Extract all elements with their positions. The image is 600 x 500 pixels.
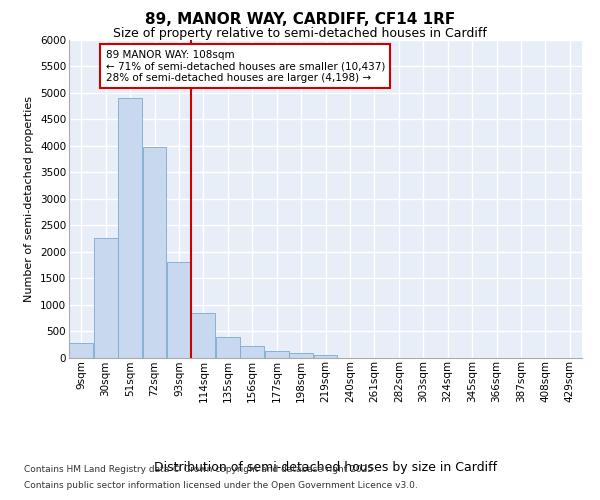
Bar xyxy=(167,262,191,358)
Text: 89, MANOR WAY, CARDIFF, CF14 1RF: 89, MANOR WAY, CARDIFF, CF14 1RF xyxy=(145,12,455,28)
Bar xyxy=(191,312,215,358)
Bar xyxy=(94,238,118,358)
Bar xyxy=(69,342,93,357)
Bar xyxy=(143,147,166,358)
Bar xyxy=(216,337,240,357)
Text: 89 MANOR WAY: 108sqm
← 71% of semi-detached houses are smaller (10,437)
28% of s: 89 MANOR WAY: 108sqm ← 71% of semi-detac… xyxy=(106,50,385,82)
Bar xyxy=(118,98,142,357)
Bar xyxy=(240,346,264,358)
Text: Contains HM Land Registry data © Crown copyright and database right 2025.: Contains HM Land Registry data © Crown c… xyxy=(24,466,376,474)
X-axis label: Distribution of semi-detached houses by size in Cardiff: Distribution of semi-detached houses by … xyxy=(154,460,497,473)
Bar xyxy=(314,355,337,358)
Text: Size of property relative to semi-detached houses in Cardiff: Size of property relative to semi-detach… xyxy=(113,28,487,40)
Y-axis label: Number of semi-detached properties: Number of semi-detached properties xyxy=(25,96,34,302)
Text: Contains public sector information licensed under the Open Government Licence v3: Contains public sector information licen… xyxy=(24,480,418,490)
Bar xyxy=(289,352,313,358)
Bar xyxy=(265,350,289,358)
